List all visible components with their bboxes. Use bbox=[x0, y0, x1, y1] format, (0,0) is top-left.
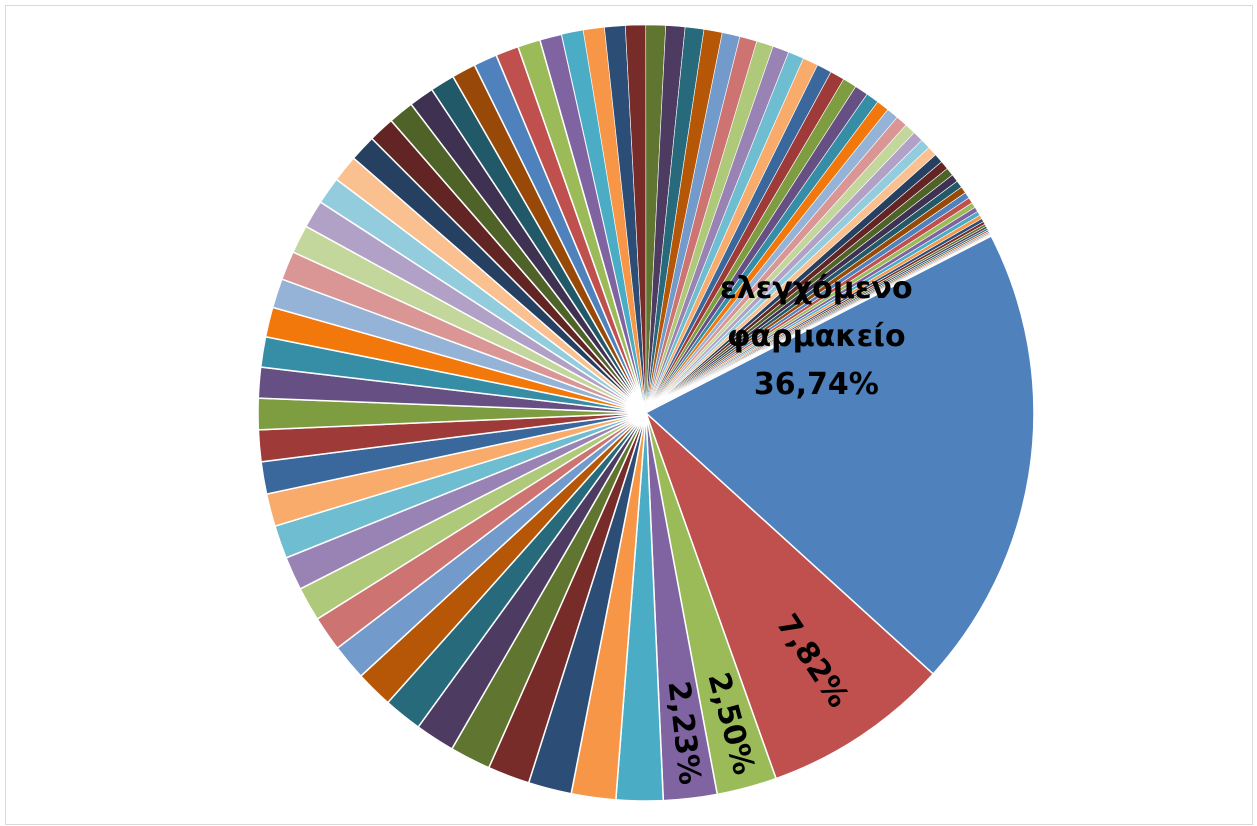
slice-1-category-line-1: ελεγχόμενο bbox=[720, 271, 913, 306]
slice-1-value-label: 36,74% bbox=[754, 367, 879, 402]
slice-1-category-line-2: φαρμακείο bbox=[727, 319, 906, 354]
chart-area: ελεγχόμενο φαρμακείο 36,74% 7,82% 2,50% 2,23% bbox=[5, 5, 1253, 825]
pie-slice-2 bbox=[645, 412, 935, 780]
pie-slice-91 bbox=[645, 235, 992, 414]
